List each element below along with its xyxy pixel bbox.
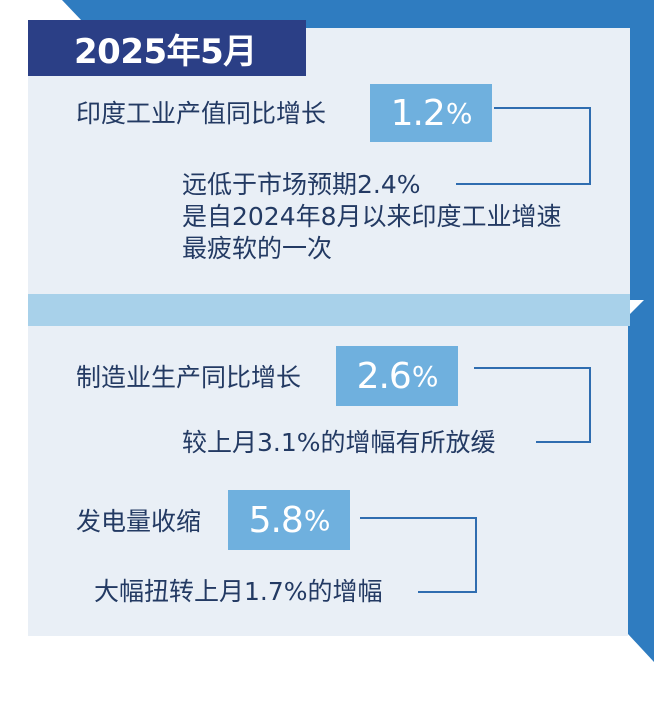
- connector-line-2: [474, 367, 591, 443]
- power-generation-unit: %: [303, 503, 331, 537]
- date-header: 2025年5月: [28, 20, 306, 76]
- industrial-output-note-2: 是自2024年8月以来印度工业增速: [182, 202, 562, 231]
- separator-band: [28, 294, 630, 326]
- connector-line-1: [456, 107, 591, 185]
- right-blue-band-top: [630, 30, 654, 300]
- manufacturing-unit: %: [411, 359, 439, 393]
- panel-bottom: [28, 326, 628, 636]
- manufacturing-note: 较上月3.1%的增幅有所放缓: [182, 428, 496, 457]
- power-generation-badge: 5.8%: [228, 490, 350, 550]
- power-generation-value: 5.8: [248, 499, 304, 541]
- industrial-output-label: 印度工业产值同比增长: [76, 99, 327, 128]
- manufacturing-label: 制造业生产同比增长: [76, 363, 302, 392]
- industrial-output-note-3: 最疲软的一次: [182, 234, 333, 263]
- manufacturing-value: 2.6: [356, 355, 412, 397]
- industrial-output-value: 1.2: [390, 92, 446, 134]
- right-blue-band-bottom: [628, 290, 654, 662]
- connector-line-3: [360, 517, 477, 593]
- industrial-output-note-1: 远低于市场预期2.4%: [182, 170, 421, 199]
- manufacturing-badge: 2.6%: [336, 346, 458, 406]
- date-header-text: 2025年5月: [74, 31, 257, 72]
- industrial-output-unit: %: [445, 96, 473, 130]
- industrial-output-badge: 1.2%: [370, 84, 492, 142]
- power-generation-note: 大幅扭转上月1.7%的增幅: [94, 577, 383, 606]
- power-generation-label: 发电量收缩: [76, 507, 202, 536]
